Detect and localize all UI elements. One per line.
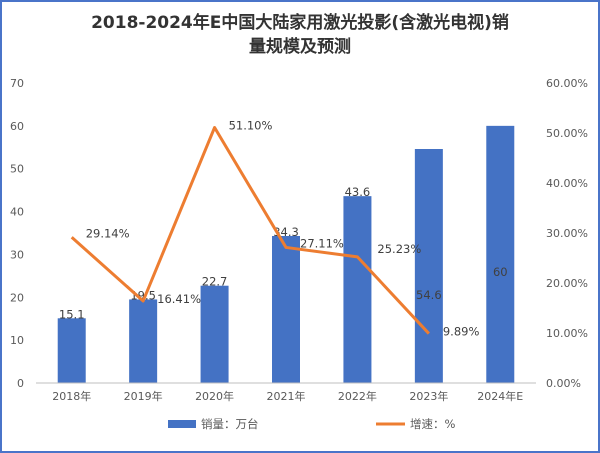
bar-data-label: 60 <box>493 265 508 279</box>
left-axis-tick: 50 <box>10 163 24 176</box>
line-data-label: 29.14% <box>86 226 130 240</box>
left-axis-tick: 40 <box>10 206 24 219</box>
chart-title: 2018-2024年E中国大陆家用激光投影(含激光电视)销 <box>91 12 509 33</box>
chart-title: 量规模及预测 <box>249 36 351 57</box>
left-axis-tick: 30 <box>10 248 24 261</box>
bar-data-label: 19.5 <box>130 288 156 302</box>
x-axis-tick: 2023年 <box>409 389 448 403</box>
bar-data-label: 22.7 <box>202 275 228 289</box>
bar <box>200 285 229 383</box>
bar <box>486 125 515 383</box>
x-axis-tick: 2019年 <box>124 389 163 403</box>
left-axis-tick: 0 <box>17 377 24 390</box>
x-axis-tick: 2020年 <box>195 389 234 403</box>
bar-data-label: 54.6 <box>416 288 442 302</box>
left-axis-tick: 70 <box>10 77 24 90</box>
bar <box>57 318 86 383</box>
left-axis-tick: 10 <box>10 334 24 347</box>
bar <box>272 236 300 383</box>
legend-bar-swatch <box>168 420 196 428</box>
right-axis-tick: 0.00% <box>546 377 581 390</box>
growth-line <box>70 126 430 335</box>
right-axis-tick: 30.00% <box>546 227 588 240</box>
line-data-label: 9.89% <box>443 325 480 339</box>
line-data-label: 16.41% <box>157 292 201 306</box>
x-axis-tick: 2021年 <box>267 389 306 403</box>
line-data-label: 51.10% <box>229 119 273 133</box>
right-axis-tick: 40.00% <box>546 177 588 190</box>
left-axis-tick: 20 <box>10 291 24 304</box>
left-axis-tick: 60 <box>10 120 24 133</box>
x-axis-tick: 2024年E <box>477 389 523 403</box>
line-data-label: 27.11% <box>300 236 344 250</box>
right-axis-tick: 20.00% <box>546 277 588 290</box>
bar <box>343 196 372 383</box>
bar <box>414 149 443 383</box>
right-axis-tick: 50.00% <box>546 127 588 140</box>
bar <box>129 299 158 383</box>
right-axis-tick: 60.00% <box>546 77 588 90</box>
legend-line-label: 增速：% <box>410 417 455 431</box>
x-axis-tick: 2022年 <box>338 389 377 403</box>
bar-data-label: 15.1 <box>59 307 85 321</box>
x-axis-tick: 2018年 <box>52 389 91 403</box>
legend-bar-label: 销量：万台 <box>201 417 259 431</box>
line-data-label: 25.23% <box>377 242 421 256</box>
right-axis-tick: 10.00% <box>546 327 588 340</box>
bar-data-label: 43.6 <box>345 185 371 199</box>
